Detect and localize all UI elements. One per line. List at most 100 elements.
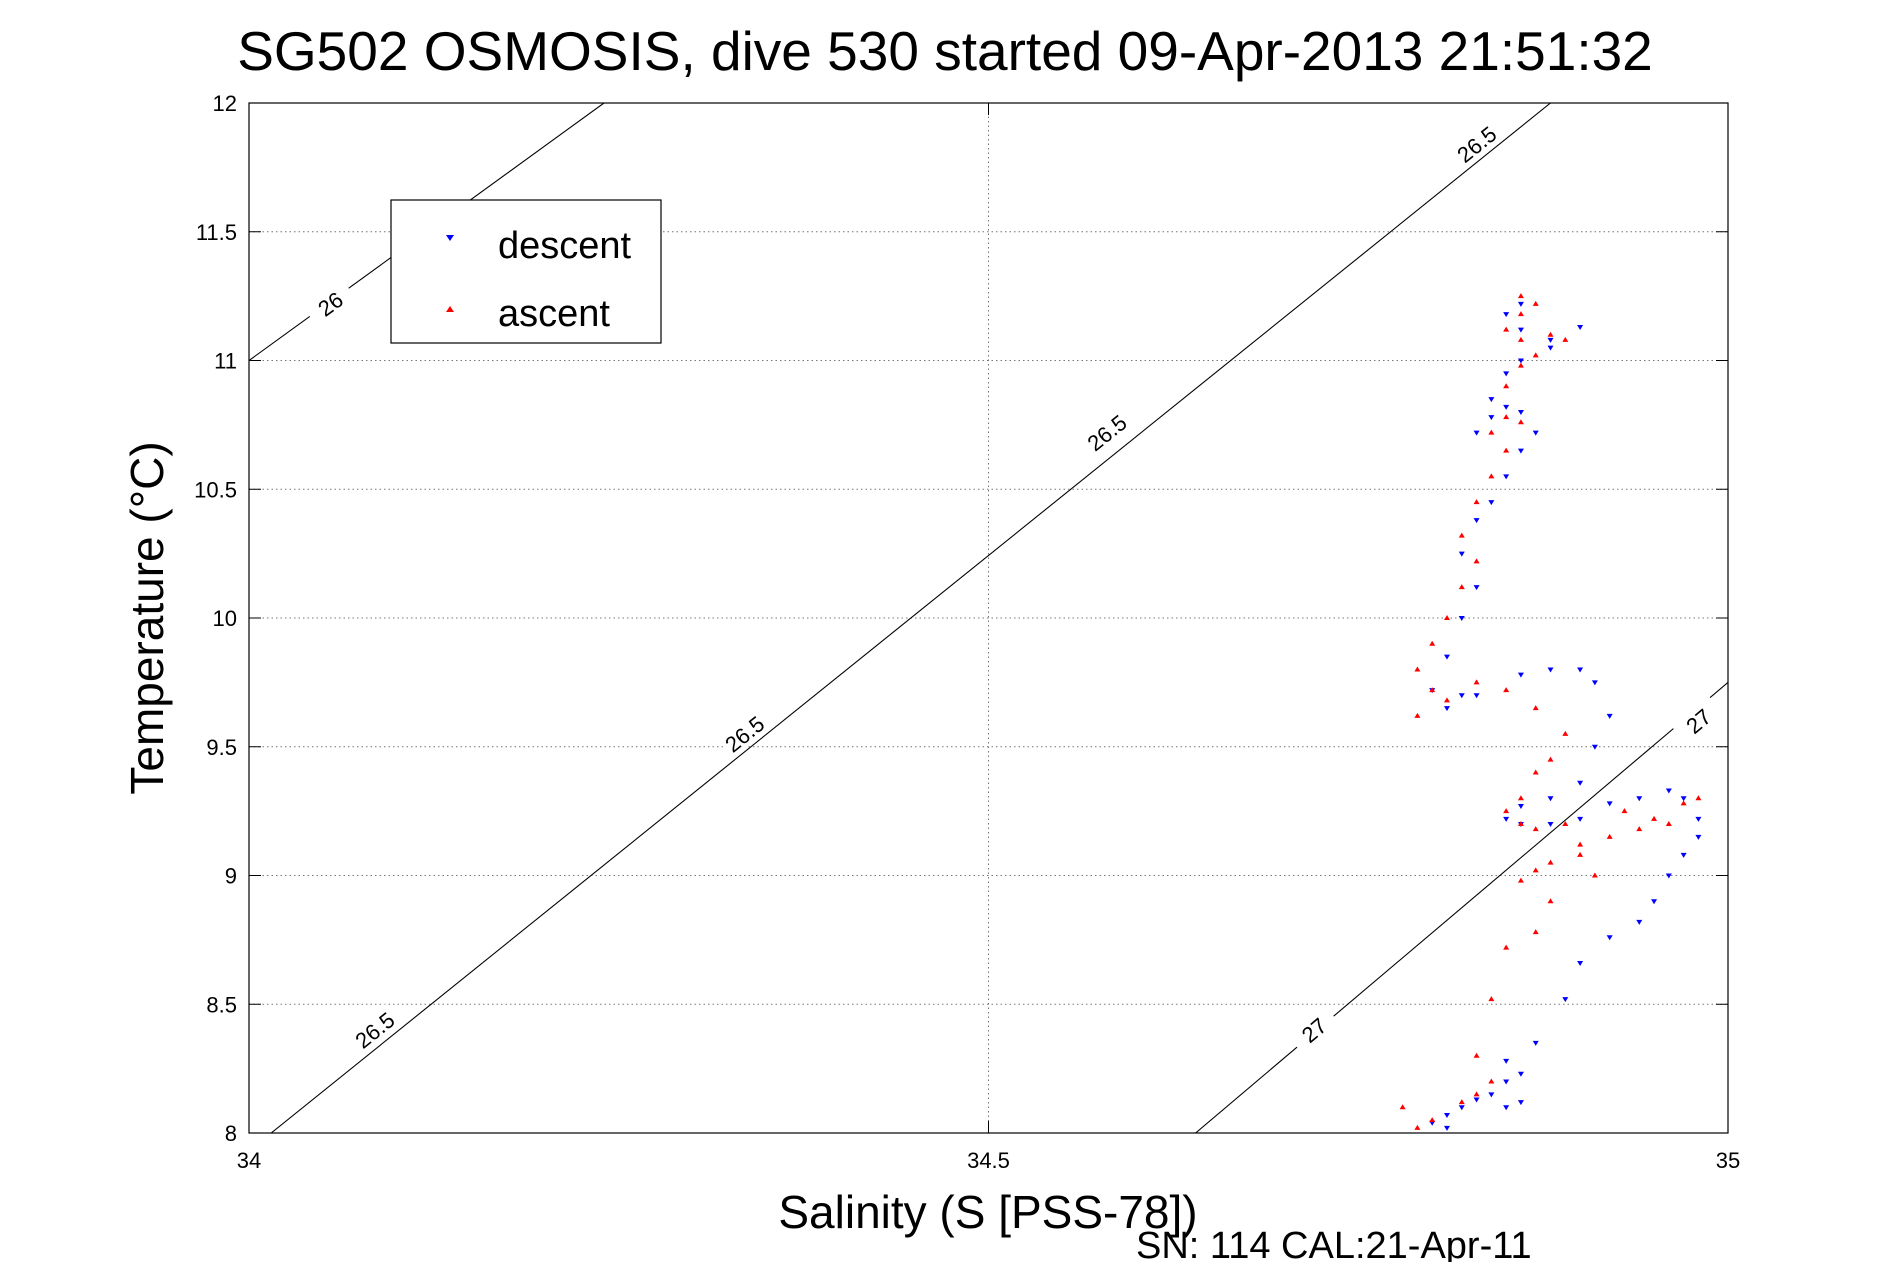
descent-point (1547, 337, 1554, 343)
descent-point (1606, 935, 1613, 941)
ascent-point (1503, 808, 1510, 814)
ascent-point (1562, 730, 1569, 736)
ascent-point (1547, 898, 1554, 904)
descent-point (1547, 822, 1554, 827)
grid (249, 103, 1728, 1133)
descent-point (1517, 410, 1524, 415)
y-tick-label: 9.5 (206, 735, 237, 760)
ascent-point (1503, 414, 1510, 420)
legend-descent-marker (446, 235, 454, 241)
descent-point (1591, 744, 1598, 750)
ascent-point (1547, 756, 1554, 762)
descent-point (1591, 680, 1598, 686)
ascent-point (1503, 944, 1510, 950)
descent-point (1577, 961, 1584, 967)
ascent-point (1665, 821, 1672, 826)
descent-point (1488, 397, 1495, 403)
descent-point (1517, 803, 1524, 809)
descent-point (1517, 672, 1524, 678)
legend-ascent-marker (446, 306, 454, 312)
ascent-point (1429, 1117, 1436, 1123)
descent-point (1443, 654, 1450, 660)
descent-point (1517, 358, 1524, 364)
ascent-point (1473, 558, 1480, 564)
descent-point (1458, 551, 1465, 557)
descent-point (1695, 816, 1702, 822)
ascent-point (1547, 859, 1554, 865)
ascent-point (1458, 584, 1465, 590)
ascent-point (1503, 383, 1510, 389)
descent-point (1473, 1097, 1480, 1103)
descent-point (1665, 788, 1672, 794)
ascent-point (1606, 833, 1613, 839)
ascent-point (1517, 293, 1524, 299)
descent-point (1517, 301, 1524, 307)
descent-point (1458, 693, 1465, 699)
descent-point (1503, 474, 1510, 480)
legend-ascent-label: ascent (498, 293, 610, 335)
legend-descent-label: descent (498, 225, 632, 267)
y-tick-label: 10 (213, 606, 237, 631)
descent-point (1458, 616, 1465, 621)
descent-point (1503, 816, 1510, 822)
ascent-point (1503, 687, 1510, 693)
descent-point (1547, 345, 1554, 351)
ascent-point (1473, 1091, 1480, 1097)
legend-box (390, 199, 662, 344)
ascent-point (1414, 1124, 1421, 1130)
ascent-point (1651, 815, 1658, 821)
ascent-point (1503, 326, 1510, 332)
y-tick-label: 8 (225, 1121, 237, 1146)
descent-point (1473, 693, 1480, 699)
descent-point (1532, 430, 1539, 436)
descent-point (1577, 780, 1584, 786)
ascent-point (1621, 808, 1628, 814)
descent-point (1517, 327, 1524, 333)
descent-point (1695, 834, 1702, 840)
descent-point (1503, 1058, 1510, 1064)
descent-point (1473, 430, 1480, 436)
contour-label-bg (1449, 118, 1503, 169)
ascent-point (1517, 362, 1524, 368)
contour-label-bg (1671, 694, 1725, 746)
ascent-point (1680, 800, 1687, 806)
contour-label-bg (717, 707, 771, 759)
ascent-point (1532, 300, 1539, 306)
descent-point (1517, 1100, 1524, 1106)
descent-point (1547, 796, 1554, 802)
descent-point (1443, 1125, 1450, 1131)
axis-ticks: 34 34.5 35 8 8.5 9 9.5 10 10.5 11 11.5 12 (194, 91, 1740, 1173)
x-tick-label: 34.5 (967, 1148, 1010, 1173)
ascent-point (1547, 331, 1554, 337)
y-tick-label: 11 (214, 349, 237, 374)
ascent-point (1532, 929, 1539, 935)
ascent-point (1517, 336, 1524, 342)
ascent-point (1488, 429, 1495, 435)
legend: descent ascent (390, 199, 662, 344)
contour-label-bg (1079, 406, 1134, 457)
descent-point (1517, 1071, 1524, 1077)
ascent-point (1532, 769, 1539, 775)
descent-point (1443, 706, 1450, 712)
x-tick-label: 35 (1716, 1148, 1740, 1173)
ascent-point (1414, 712, 1421, 718)
descent-point (1473, 518, 1480, 524)
descent-point (1503, 312, 1510, 318)
ascent-point (1532, 352, 1539, 358)
ascent-point (1517, 821, 1524, 826)
contour-line-27 (1195, 681, 1728, 1133)
chart-title: SG502 OSMOSIS, dive 530 started 09-Apr-2… (237, 20, 1653, 82)
descent-point (1606, 801, 1613, 807)
x-axis-label: Salinity (S [PSS-78]) (778, 1186, 1197, 1238)
contour-label-bg (302, 278, 357, 328)
ascent-point (1473, 679, 1480, 685)
y-tick-label: 8.5 (206, 992, 237, 1017)
ascent-point (1517, 877, 1524, 883)
ascent-point (1517, 419, 1524, 425)
ascent-point (1414, 666, 1421, 672)
serial-calibration-note: SN: 114 CAL:21-Apr-11 (1136, 1225, 1532, 1262)
ascent-point (1458, 1099, 1465, 1105)
ascent-point (1591, 872, 1598, 878)
descent-point (1562, 997, 1569, 1003)
